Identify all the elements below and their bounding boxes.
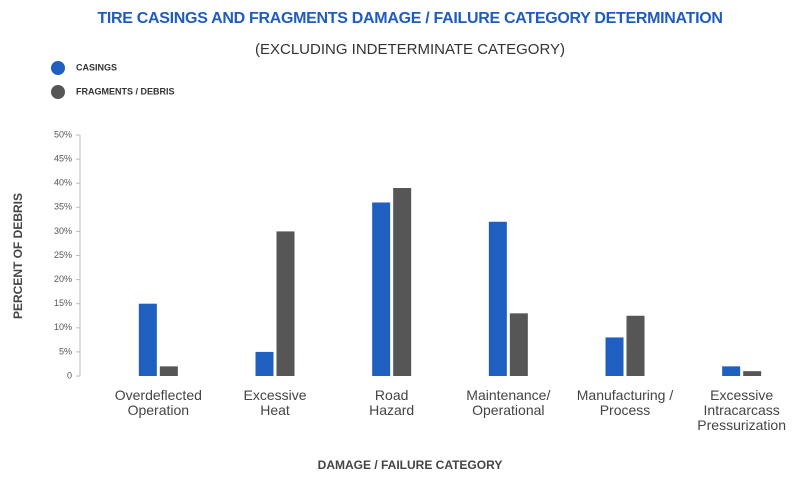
bar xyxy=(722,366,741,376)
y-tick-label: 35% xyxy=(54,202,72,212)
bar xyxy=(393,188,412,376)
y-tick-label: 40% xyxy=(54,178,72,188)
bar xyxy=(255,351,274,376)
legend-label: FRAGMENTS / DEBRIS xyxy=(76,86,175,96)
bar xyxy=(605,337,624,376)
x-tick-label: Overdeflected Operation xyxy=(114,387,202,418)
chart-subtitle: (EXCLUDING INDETERMINATE CATEGORY) xyxy=(255,41,565,58)
y-tick-label: 5% xyxy=(59,346,72,356)
x-tick-label: Manufacturing / Process xyxy=(576,387,674,418)
y-tick-label: 45% xyxy=(54,153,72,163)
y-tick-label: 15% xyxy=(54,298,72,308)
bar xyxy=(743,371,762,376)
x-tick-label: Excessive Heat xyxy=(243,387,307,418)
bar xyxy=(509,313,528,376)
bar xyxy=(626,315,645,376)
x-tick-label: Maintenance/ Operational xyxy=(466,387,551,418)
bar xyxy=(372,202,391,376)
x-tick-label: Road Hazard xyxy=(369,387,415,418)
y-tick-label: 30% xyxy=(54,226,72,236)
y-tick-label: 0 xyxy=(67,370,72,380)
bar xyxy=(276,231,295,376)
legend-swatch xyxy=(51,61,65,75)
x-axis-title: DAMAGE / FAILURE CATEGORY xyxy=(318,458,503,472)
bar xyxy=(488,221,507,376)
legend-swatch xyxy=(51,85,65,99)
y-tick-label: 25% xyxy=(54,250,72,260)
chart-title: TIRE CASINGS AND FRAGMENTS DAMAGE / FAIL… xyxy=(97,10,722,27)
bar xyxy=(159,366,178,376)
bar xyxy=(138,303,157,376)
y-tick-label: 10% xyxy=(54,322,72,332)
legend-label: CASINGS xyxy=(76,62,117,72)
y-axis-title: PERCENT OF DEBRIS xyxy=(11,193,25,319)
y-tick-label: 20% xyxy=(54,274,72,284)
x-tick-label: Excessive Intracarcass Pressurization xyxy=(697,387,786,433)
y-tick-label: 50% xyxy=(54,129,72,139)
